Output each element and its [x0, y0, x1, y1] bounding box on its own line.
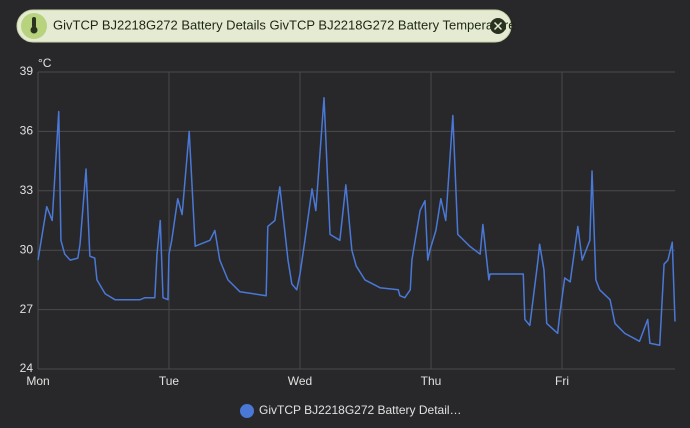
x-tick-label: Thu — [421, 374, 442, 388]
thermometer-icon — [30, 17, 38, 34]
chip-label: GivTCP BJ2218G272 Battery Details GivTCP… — [53, 17, 515, 32]
x-tick-label: Mon — [26, 374, 49, 388]
line-series — [37, 96, 676, 346]
legend-label: GivTCP BJ2218G272 Battery Detail… — [259, 403, 462, 417]
y-axis-label: °C — [38, 56, 52, 70]
y-tick-label: 33 — [20, 183, 34, 197]
legend-swatch — [240, 404, 254, 418]
x-tick-label: Tue — [159, 374, 180, 388]
y-tick-label: 27 — [20, 302, 34, 316]
x-tick-label: Fri — [555, 374, 569, 388]
y-tick-label: 36 — [20, 124, 34, 138]
y-tick-label: 39 — [20, 64, 34, 78]
chip-background — [16, 9, 512, 43]
x-tick-label: Wed — [288, 374, 312, 388]
chip-close[interactable] — [490, 18, 506, 34]
chip[interactable]: GivTCP BJ2218G272 Battery Details GivTCP… — [16, 9, 515, 43]
y-tick-label: 30 — [20, 242, 34, 256]
y-tick-label: 24 — [20, 361, 34, 375]
